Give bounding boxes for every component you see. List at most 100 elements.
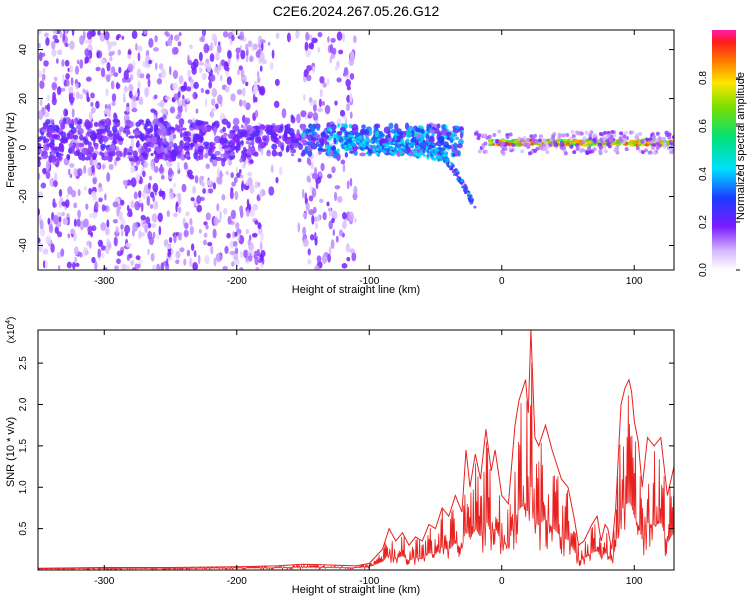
colorbar-gradient <box>712 30 736 270</box>
spectrogram-cell <box>128 157 134 162</box>
spectrogram-cell <box>255 136 262 141</box>
spectrogram-cell <box>232 117 240 126</box>
spectrogram-cell <box>171 156 176 162</box>
spectrogram-cell <box>39 80 45 89</box>
spectrogram-cell <box>162 114 167 120</box>
spectrogram-cell <box>309 234 315 241</box>
spectrogram-cell <box>128 208 133 217</box>
snr-frame <box>37 329 675 571</box>
spectrogram-cell <box>168 236 173 244</box>
spectrogram-cell <box>297 222 301 233</box>
spectrogram-cell <box>523 142 528 147</box>
spectrogram-cell <box>160 68 166 79</box>
spectrogram-cell <box>332 146 337 151</box>
spectrogram-cell <box>551 134 556 139</box>
spectrogram-cell <box>127 63 134 72</box>
spectrogram-cell <box>545 150 550 155</box>
spectrogram-cell <box>282 134 286 142</box>
spectrogram-cell <box>438 156 443 159</box>
spectrogram-cell <box>101 204 106 212</box>
spectrogram-cell <box>609 134 614 139</box>
spectrogram-cell <box>253 125 261 130</box>
spectrogram-cell <box>66 261 73 269</box>
spectrogram-cell <box>335 235 339 243</box>
spectrogram-cell <box>133 130 140 136</box>
spectrogram-cell <box>51 122 55 127</box>
spectrogram-cell <box>204 255 210 265</box>
spectrogram-cell <box>194 93 198 99</box>
spectrogram-cell <box>165 244 172 250</box>
spectrogram-cell <box>198 51 203 62</box>
spectrogram-cell <box>265 130 273 136</box>
spectrogram-cell <box>349 150 355 154</box>
spectrogram-cell <box>189 217 193 226</box>
spectrogram-cell <box>222 144 229 149</box>
spectrogram-cell <box>38 172 41 181</box>
spectrogram-cell <box>44 154 48 158</box>
spectrogram-cell <box>193 81 199 90</box>
spectrogram-cell <box>92 178 97 185</box>
spectrogram-cell <box>571 134 576 139</box>
spectrogram-cell <box>189 142 195 148</box>
spectrogram-cell <box>50 243 55 253</box>
spectrogram-cell <box>129 73 134 81</box>
spectrogram-cell <box>587 146 592 151</box>
spectrogram-cell <box>348 211 354 222</box>
spectrogram-cell <box>62 117 67 125</box>
spectrogram-cell <box>538 146 543 151</box>
spectrogram-cell <box>75 82 79 90</box>
spectrogram-cell <box>449 138 454 144</box>
spectrogram-cell <box>239 158 243 163</box>
spectrogram-cell <box>200 35 205 43</box>
spectrogram-cell <box>483 141 488 146</box>
spectrogram-cell <box>328 246 332 255</box>
spectrogram-cell <box>405 138 410 143</box>
spectrogram-cell <box>233 176 238 184</box>
spectrogram-cell <box>82 218 89 228</box>
spectrogram-cell <box>142 170 146 178</box>
spectrogram-cell <box>97 248 101 258</box>
spectrogram-cell <box>306 74 312 82</box>
spectrogram-cell <box>317 147 324 152</box>
spectrogram-cell <box>575 146 580 151</box>
spectrogram-cell <box>202 146 210 150</box>
spectrogram-cell <box>394 144 398 148</box>
spectrogram-cell <box>380 149 384 153</box>
spectrogram-cell <box>266 134 270 143</box>
spectrogram-cell <box>317 214 320 223</box>
spectrogram-cell <box>96 164 101 169</box>
spectrogram-cell <box>79 252 83 258</box>
spectrogram-x-label: Height of straight line (km) <box>292 284 420 296</box>
spectrogram-cell <box>259 65 263 72</box>
spectrogram-cell <box>561 145 566 150</box>
spectrogram-cell <box>441 127 448 136</box>
spectrogram-cell <box>215 252 222 263</box>
spectrogram-cell <box>321 101 326 106</box>
spectrogram-cell <box>42 260 46 269</box>
spectrogram-cell <box>337 131 343 136</box>
spectrogram-cell <box>236 172 241 178</box>
spectrogram-cell <box>103 124 111 132</box>
spectrogram-cell <box>238 65 243 71</box>
spectrogram-cell <box>47 217 51 225</box>
spectrogram-cell <box>70 145 75 152</box>
spectrogram-cell <box>427 141 431 145</box>
spectrogram-cell <box>232 124 240 132</box>
spectrogram-cell <box>337 195 343 203</box>
colorbar-tick-label: 0.6 <box>698 119 709 133</box>
spectrogram-cell <box>615 141 621 145</box>
spectrogram-cell <box>375 145 379 148</box>
spectrogram-cell <box>154 35 158 43</box>
spectrogram-cell <box>277 140 282 148</box>
spectrogram-cell <box>425 140 429 144</box>
spectrogram-cell <box>218 62 222 71</box>
spectrogram-cell <box>239 131 246 138</box>
spectrogram-cell <box>358 142 363 146</box>
spectrogram-cell <box>602 145 607 150</box>
spectrogram-cell <box>220 153 225 157</box>
spectrogram-cell <box>622 134 627 139</box>
spectrogram-cell <box>153 124 159 132</box>
spectrogram-cell <box>38 110 44 120</box>
spectrogram-cell <box>416 155 420 159</box>
spectrogram-cell <box>432 153 436 157</box>
